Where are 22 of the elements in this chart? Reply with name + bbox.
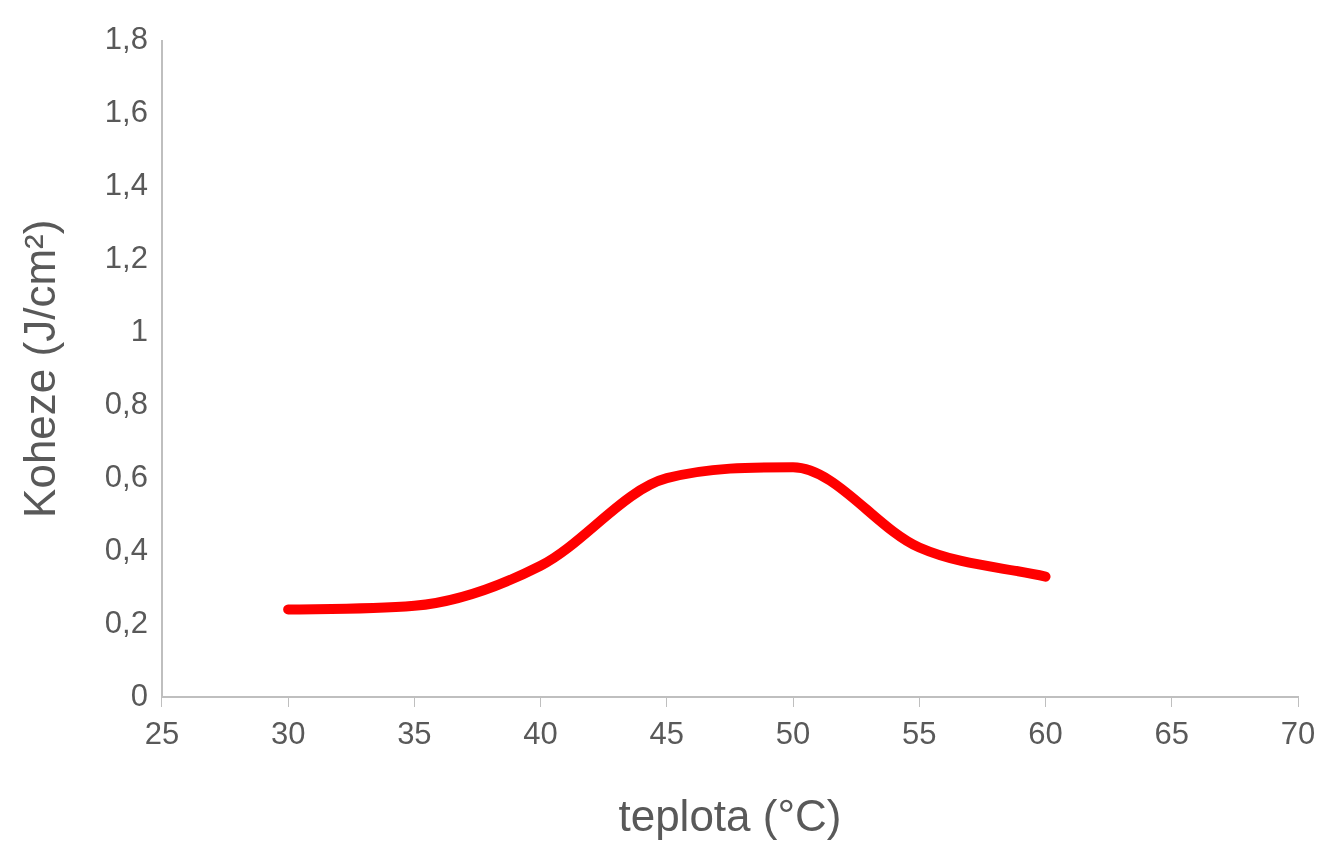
y-tick-label: 1,4: [104, 167, 148, 203]
x-tick-label: 70: [1280, 716, 1316, 752]
y-tick-label: 1,6: [104, 94, 148, 130]
y-tick-label: 1,2: [104, 239, 148, 275]
x-tick-label: 30: [270, 716, 306, 752]
x-tick-label: 65: [1154, 716, 1190, 752]
x-tick-label: 25: [144, 716, 180, 752]
x-tick-label: 50: [775, 716, 811, 752]
x-tick-label: 45: [649, 716, 685, 752]
y-tick-label: 0: [130, 677, 148, 713]
x-tick-label: 35: [397, 716, 432, 752]
y-tick-label: 0,6: [104, 458, 148, 494]
y-axis-title: Koheze (J/cm²): [14, 219, 64, 518]
y-tick-label: 1,8: [104, 21, 148, 57]
x-tick-label: 55: [902, 716, 937, 752]
x-tick-label: 40: [523, 716, 558, 752]
y-tick-label: 1: [130, 312, 148, 348]
x-tick-label: 60: [1028, 716, 1063, 752]
y-tick-label: 0,8: [104, 385, 148, 421]
y-tick-label: 0,2: [104, 604, 148, 640]
x-axis-title: teplota (°C): [618, 790, 842, 840]
y-tick-label: 0,4: [104, 531, 148, 567]
